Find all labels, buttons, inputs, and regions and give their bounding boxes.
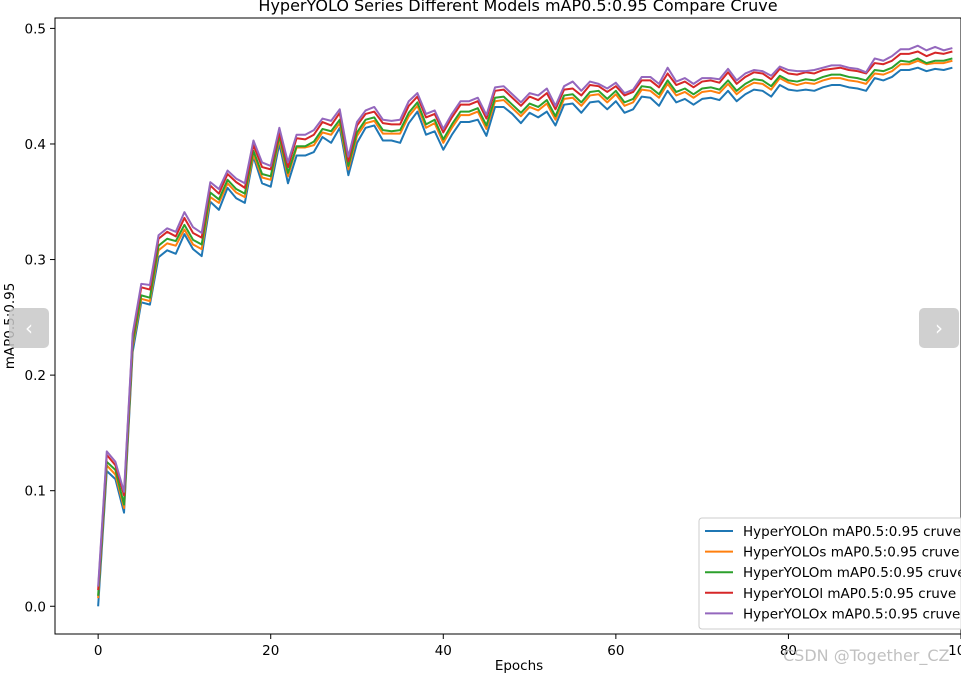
tick-layer: 0 20 40 60 80 100 0.0 0.1 0.2 0.3 0.4 0.5 bbox=[25, 21, 961, 659]
series-line-3 bbox=[97, 50, 953, 591]
legend-label-4: HyperYOLOx mAP0.5:0.95 cruve bbox=[743, 606, 960, 622]
y-tick-label: 0.5 bbox=[25, 21, 46, 37]
chevron-right-icon: › bbox=[935, 316, 943, 340]
previous-image-button[interactable]: ‹ bbox=[9, 308, 49, 348]
chevron-left-icon: ‹ bbox=[25, 316, 33, 340]
x-tick-label: 40 bbox=[435, 643, 452, 659]
y-tick-label: 0.2 bbox=[25, 368, 46, 384]
next-image-button[interactable]: › bbox=[919, 308, 959, 348]
series-line-2 bbox=[97, 57, 953, 596]
legend-label-0: HyperYOLOn mAP0.5:0.95 cruve bbox=[743, 524, 961, 540]
x-tick-label: 100 bbox=[948, 643, 961, 659]
legend: HyperYOLOn mAP0.5:0.95 cruve HyperYOLOs m… bbox=[698, 517, 961, 630]
legend-label-3: HyperYOLOl mAP0.5:0.95 cruve bbox=[743, 586, 956, 602]
y-tick-label: 0.4 bbox=[25, 137, 46, 153]
legend-label-2: HyperYOLOm mAP0.5:0.95 cruve bbox=[743, 565, 961, 581]
y-tick-label: 0.0 bbox=[25, 599, 46, 615]
x-tick-label: 0 bbox=[94, 643, 103, 659]
series-line-1 bbox=[97, 59, 953, 599]
series-line-0 bbox=[97, 66, 953, 607]
chart-title: HyperYOLO Series Different Models mAP0.5… bbox=[258, 0, 777, 15]
x-tick-label: 60 bbox=[607, 643, 624, 659]
y-tick-label: 0.3 bbox=[25, 253, 46, 269]
x-tick-label: 80 bbox=[780, 643, 797, 659]
legend-entries: HyperYOLOn mAP0.5:0.95 cruve HyperYOLOs m… bbox=[705, 524, 961, 622]
y-tick-label: 0.1 bbox=[25, 484, 46, 500]
series-layer bbox=[97, 44, 953, 607]
watermark: CSDN @Together_CZ bbox=[783, 646, 950, 665]
legend-label-1: HyperYOLOs mAP0.5:0.95 cruve bbox=[743, 545, 959, 561]
x-tick-label: 20 bbox=[262, 643, 279, 659]
x-axis-label: Epochs bbox=[495, 658, 543, 674]
series-line-4 bbox=[97, 44, 953, 587]
legend-box bbox=[698, 517, 961, 630]
